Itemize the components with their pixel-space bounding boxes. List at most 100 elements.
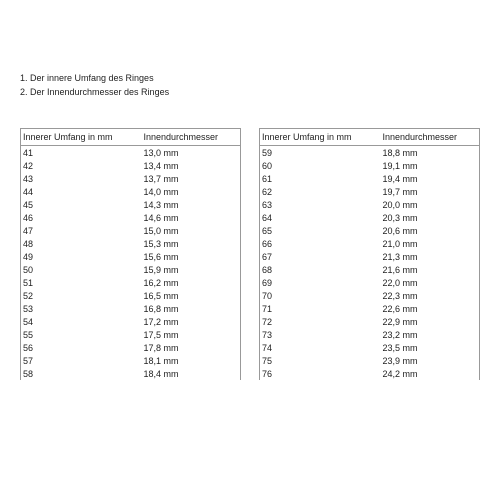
cell-umfang: 45 xyxy=(21,198,142,211)
cell-umfang: 53 xyxy=(21,302,142,315)
cell-umfang: 54 xyxy=(21,315,142,328)
table-row: 4815,3 mm xyxy=(21,237,241,250)
cell-umfang: 64 xyxy=(260,211,381,224)
cell-durchmesser: 15,9 mm xyxy=(142,263,241,276)
table-row: 7222,9 mm xyxy=(260,315,480,328)
cell-umfang: 46 xyxy=(21,211,142,224)
cell-durchmesser: 21,6 mm xyxy=(381,263,480,276)
cell-durchmesser: 20,3 mm xyxy=(381,211,480,224)
cell-durchmesser: 17,5 mm xyxy=(142,328,241,341)
table-row: 6420,3 mm xyxy=(260,211,480,224)
table-row: 5417,2 mm xyxy=(21,315,241,328)
cell-umfang: 60 xyxy=(260,159,381,172)
cell-umfang: 48 xyxy=(21,237,142,250)
header-col1: Innerer Umfang in mm xyxy=(260,129,381,146)
cell-durchmesser: 21,0 mm xyxy=(381,237,480,250)
table-row: 6721,3 mm xyxy=(260,250,480,263)
cell-umfang: 57 xyxy=(21,354,142,367)
cell-umfang: 62 xyxy=(260,185,381,198)
cell-durchmesser: 13,4 mm xyxy=(142,159,241,172)
table-row: 5517,5 mm xyxy=(21,328,241,341)
cell-umfang: 72 xyxy=(260,315,381,328)
cell-umfang: 43 xyxy=(21,172,142,185)
cell-durchmesser: 19,1 mm xyxy=(381,159,480,172)
table-row: 7022,3 mm xyxy=(260,289,480,302)
cell-umfang: 68 xyxy=(260,263,381,276)
table-row: 4113,0 mm xyxy=(21,146,241,160)
table-header-row: Innerer Umfang in mm Innendurchmesser xyxy=(21,129,241,146)
cell-umfang: 52 xyxy=(21,289,142,302)
table-row: 4614,6 mm xyxy=(21,211,241,224)
cell-durchmesser: 19,7 mm xyxy=(381,185,480,198)
cell-umfang: 56 xyxy=(21,341,142,354)
cell-durchmesser: 17,8 mm xyxy=(142,341,241,354)
table-row: 7624,2 mm xyxy=(260,367,480,380)
table-row: 5818,4 mm xyxy=(21,367,241,380)
table-row: 6219,7 mm xyxy=(260,185,480,198)
table-row: 6922,0 mm xyxy=(260,276,480,289)
cell-durchmesser: 16,8 mm xyxy=(142,302,241,315)
header-col1: Innerer Umfang in mm xyxy=(21,129,142,146)
table-row: 4313,7 mm xyxy=(21,172,241,185)
table-left: Innerer Umfang in mm Innendurchmesser 41… xyxy=(20,128,241,380)
table-row: 5617,8 mm xyxy=(21,341,241,354)
cell-durchmesser: 22,3 mm xyxy=(381,289,480,302)
cell-umfang: 44 xyxy=(21,185,142,198)
cell-umfang: 67 xyxy=(260,250,381,263)
cell-durchmesser: 13,7 mm xyxy=(142,172,241,185)
header-col2: Innendurchmesser xyxy=(381,129,480,146)
table-row: 6821,6 mm xyxy=(260,263,480,276)
cell-umfang: 75 xyxy=(260,354,381,367)
table-right: Innerer Umfang in mm Innendurchmesser 59… xyxy=(259,128,480,380)
table-row: 4514,3 mm xyxy=(21,198,241,211)
cell-umfang: 71 xyxy=(260,302,381,315)
cell-durchmesser: 16,2 mm xyxy=(142,276,241,289)
intro-text: 1. Der innere Umfang des Ringes 2. Der I… xyxy=(20,72,480,98)
table-header-row: Innerer Umfang in mm Innendurchmesser xyxy=(260,129,480,146)
cell-durchmesser: 20,6 mm xyxy=(381,224,480,237)
cell-umfang: 55 xyxy=(21,328,142,341)
cell-umfang: 51 xyxy=(21,276,142,289)
table-row: 5316,8 mm xyxy=(21,302,241,315)
table-row: 4715,0 mm xyxy=(21,224,241,237)
cell-umfang: 47 xyxy=(21,224,142,237)
table-row: 5015,9 mm xyxy=(21,263,241,276)
cell-umfang: 49 xyxy=(21,250,142,263)
table-row: 7523,9 mm xyxy=(260,354,480,367)
cell-durchmesser: 17,2 mm xyxy=(142,315,241,328)
tables-wrapper: Innerer Umfang in mm Innendurchmesser 41… xyxy=(20,128,480,380)
cell-umfang: 73 xyxy=(260,328,381,341)
cell-durchmesser: 15,0 mm xyxy=(142,224,241,237)
table-row: 5718,1 mm xyxy=(21,354,241,367)
intro-line-1: 1. Der innere Umfang des Ringes xyxy=(20,72,480,85)
intro-line-2: 2. Der Innendurchmesser des Ringes xyxy=(20,86,480,99)
cell-durchmesser: 24,2 mm xyxy=(381,367,480,380)
cell-durchmesser: 14,0 mm xyxy=(142,185,241,198)
cell-umfang: 61 xyxy=(260,172,381,185)
cell-durchmesser: 18,8 mm xyxy=(381,146,480,160)
cell-umfang: 63 xyxy=(260,198,381,211)
cell-umfang: 50 xyxy=(21,263,142,276)
cell-durchmesser: 19,4 mm xyxy=(381,172,480,185)
cell-durchmesser: 23,5 mm xyxy=(381,341,480,354)
cell-durchmesser: 15,6 mm xyxy=(142,250,241,263)
cell-umfang: 76 xyxy=(260,367,381,380)
table-row: 7423,5 mm xyxy=(260,341,480,354)
table-row: 6621,0 mm xyxy=(260,237,480,250)
cell-durchmesser: 23,2 mm xyxy=(381,328,480,341)
cell-umfang: 58 xyxy=(21,367,142,380)
cell-umfang: 65 xyxy=(260,224,381,237)
table-row: 7323,2 mm xyxy=(260,328,480,341)
cell-durchmesser: 18,1 mm xyxy=(142,354,241,367)
cell-durchmesser: 15,3 mm xyxy=(142,237,241,250)
cell-durchmesser: 18,4 mm xyxy=(142,367,241,380)
table-row: 6019,1 mm xyxy=(260,159,480,172)
cell-durchmesser: 13,0 mm xyxy=(142,146,241,160)
cell-umfang: 70 xyxy=(260,289,381,302)
table-row: 6520,6 mm xyxy=(260,224,480,237)
cell-durchmesser: 14,6 mm xyxy=(142,211,241,224)
table-row: 4915,6 mm xyxy=(21,250,241,263)
cell-umfang: 41 xyxy=(21,146,142,160)
cell-durchmesser: 20,0 mm xyxy=(381,198,480,211)
cell-umfang: 74 xyxy=(260,341,381,354)
